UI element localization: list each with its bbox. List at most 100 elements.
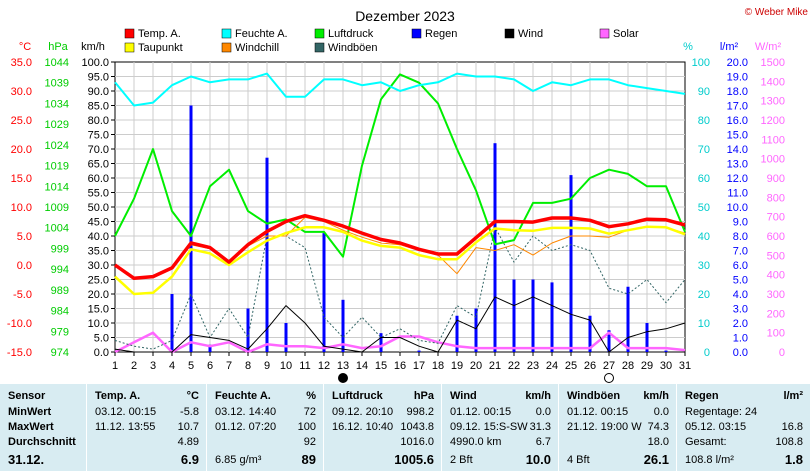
stats-column: Sensor MinWert MaxWert Durchschnitt 31.12. xyxy=(0,384,86,471)
legend-label: Regen xyxy=(425,28,457,40)
axis-tick-kmh: 100.0 xyxy=(81,57,109,69)
rain-bar xyxy=(664,350,668,352)
stats-value: 16.8 xyxy=(781,421,803,433)
stats-column: Regen l/m² Regentage: 24 05.12. 03:15 16.8 Ge… xyxy=(676,384,810,471)
x-tick-label: 12 xyxy=(318,360,330,372)
statistics-panel: Sensor MinWert MaxWert Durchschnitt 31.12. Te… xyxy=(0,384,810,471)
series-line-wind xyxy=(114,296,686,353)
axis-tick-hpa: 1019 xyxy=(45,161,69,173)
x-tick-label: 17 xyxy=(413,360,425,372)
rain-bar xyxy=(474,308,478,352)
axis-tick-kmh: 30.0 xyxy=(88,260,109,272)
stats-header: Feuchte A. xyxy=(215,390,271,402)
axis-tick-pct: 20 xyxy=(698,289,710,301)
stats-value: 1043.8 xyxy=(400,421,434,433)
stats-value: 4.89 xyxy=(177,436,199,448)
stats-last-value: 1.8 xyxy=(784,452,803,467)
series-lines xyxy=(113,72,686,354)
stats-header-row: Luftdruck hPa xyxy=(324,390,442,404)
x-tick-label: 20 xyxy=(470,360,482,372)
x-tick-label: 27 xyxy=(603,360,615,372)
rain-bar xyxy=(379,333,383,352)
axis-tick-pct: 50 xyxy=(698,202,710,214)
axis-tick-hpa: 994 xyxy=(51,264,69,276)
stats-row-label: Durchschnitt xyxy=(0,436,86,450)
right-axes: % 0 10 20 30 40 50 60 70 80 90 100 l/m² 0.0 1.0 2.0 3.0 4… xyxy=(683,41,785,359)
stats-unit: °C xyxy=(186,390,199,402)
x-tick-label: 9 xyxy=(264,360,270,372)
stats-header-row: Temp. A. °C xyxy=(87,390,207,404)
stats-detail: 09.12. 15:S-SW xyxy=(450,421,528,433)
axis-tick-rain: 5.0 xyxy=(733,275,748,287)
stats-row: 16.12. 10:40 1043.8 xyxy=(324,421,442,435)
stats-detail: 01.12. 07:20 xyxy=(215,421,277,433)
rain-bar xyxy=(531,279,535,352)
stats-row: 01.12. 00:15 0.0 xyxy=(442,406,559,420)
axis-tick-pct: 80 xyxy=(698,115,710,127)
stats-value: 31.3 xyxy=(529,421,551,433)
x-tick-label: 15 xyxy=(375,360,387,372)
stats-row: 01.12. 00:15 0.0 xyxy=(559,406,677,420)
axis-tick-kmh: 15.0 xyxy=(88,304,109,316)
axis-tick-rain: 1.0 xyxy=(733,333,748,345)
axis-unit-hpa: hPa xyxy=(48,41,68,53)
series-line-feuchte-a- xyxy=(114,72,686,107)
axis-tick-solar: 1400 xyxy=(761,76,785,88)
axis-tick-temp: 20.0 xyxy=(11,144,32,156)
axis-tick-kmh: 90.0 xyxy=(88,86,109,98)
axis-tick-kmh: 70.0 xyxy=(88,144,109,156)
stats-row: 18.0 xyxy=(559,436,677,450)
rain-bar xyxy=(645,323,649,352)
x-tick-label: 10 xyxy=(280,360,292,372)
x-tick-label: 19 xyxy=(451,360,463,372)
axis-tick-rain: 7.0 xyxy=(733,246,748,258)
stats-unit: km/h xyxy=(643,390,669,402)
rain-bar xyxy=(550,282,554,352)
stats-last-detail: 4 Bft xyxy=(567,454,590,466)
stats-row: 1016.0 xyxy=(324,436,442,450)
axis-tick-rain: 18.0 xyxy=(727,86,748,98)
axis-tick-rain: 0.0 xyxy=(733,347,748,359)
axis-tick-temp: 30.0 xyxy=(11,86,32,98)
axis-tick-hpa: 1034 xyxy=(45,98,69,110)
axis-tick-solar: 1200 xyxy=(761,115,785,127)
stats-last-detail: 2 Bft xyxy=(450,454,473,466)
axis-tick-temp: -15.0 xyxy=(7,347,32,359)
axis-tick-rain: 10.0 xyxy=(727,202,748,214)
axis-tick-pct: 30 xyxy=(698,260,710,272)
x-tick-label: 4 xyxy=(169,360,175,372)
axis-tick-kmh: 0.0 xyxy=(94,347,109,359)
stats-unit: km/h xyxy=(525,390,551,402)
stats-detail: 01.12. 00:15 xyxy=(450,406,512,418)
axis-tick-temp: 25.0 xyxy=(11,115,32,127)
rain-bar xyxy=(284,323,288,352)
stats-unit: % xyxy=(306,390,316,402)
axis-tick-rain: 17.0 xyxy=(727,101,748,113)
rain-bar xyxy=(341,299,345,352)
axis-tick-solar: 600 xyxy=(767,231,785,243)
axis-tick-kmh: 55.0 xyxy=(88,188,109,200)
axis-tick-hpa: 979 xyxy=(51,326,69,338)
stats-value: 18.0 xyxy=(647,436,669,448)
axis-tick-rain: 20.0 xyxy=(727,57,748,69)
axis-tick-hpa: 1014 xyxy=(45,181,69,193)
axis-tick-hpa: 1039 xyxy=(45,78,69,90)
legend-swatch xyxy=(411,28,422,39)
axis-tick-pct: 40 xyxy=(698,231,710,243)
x-tick-label: 14 xyxy=(356,360,368,372)
axis-tick-solar: 1100 xyxy=(761,134,785,146)
rain-bars xyxy=(170,105,668,352)
legend-label: Luftdruck xyxy=(328,28,374,40)
x-tick-label: 21 xyxy=(489,360,501,372)
stats-value: 108.8 xyxy=(775,436,803,448)
legend-label: Windböen xyxy=(328,42,378,54)
stats-column: Windböen km/h 01.12. 00:15 0.0 21.12. 19:00 … xyxy=(558,384,677,471)
stats-value: 6.7 xyxy=(535,436,551,448)
axis-tick-solar: 300 xyxy=(767,289,785,301)
stats-value: 1016.0 xyxy=(400,436,434,448)
axis-tick-hpa: 1004 xyxy=(45,223,69,235)
stats-row: 09.12. 20:10 998.2 xyxy=(324,406,442,420)
stats-unit: l/m² xyxy=(783,390,803,402)
stats-row: 21.12. 19:00 W 74.3 xyxy=(559,421,677,435)
axis-tick-rain: 6.0 xyxy=(733,260,748,272)
